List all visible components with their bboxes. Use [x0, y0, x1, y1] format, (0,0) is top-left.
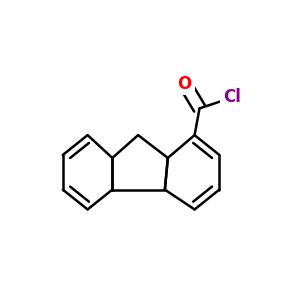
Text: O: O [178, 75, 192, 93]
Text: Cl: Cl [223, 88, 241, 106]
